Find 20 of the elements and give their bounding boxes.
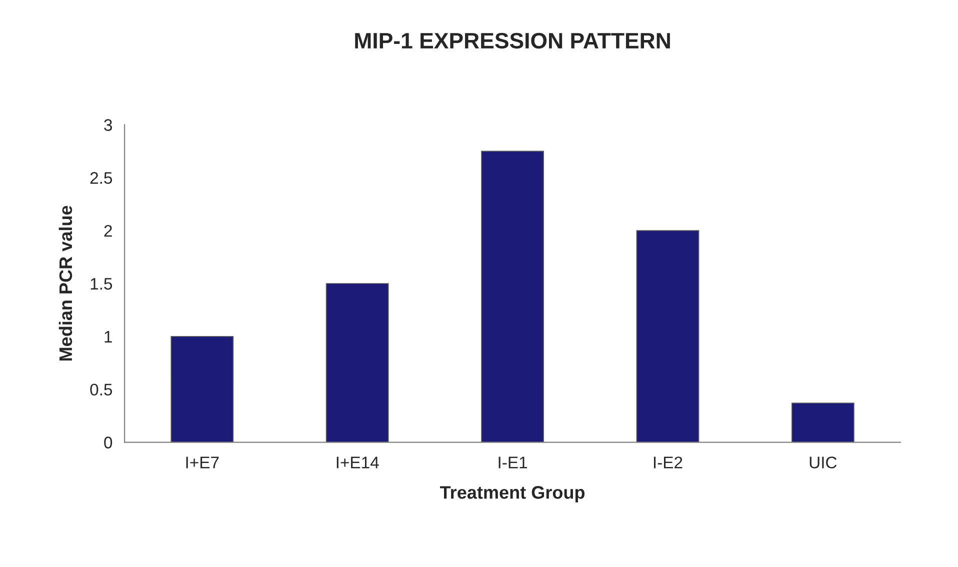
x-axis-title: Treatment Group	[440, 486, 585, 502]
x-tick-label: I-E1	[498, 456, 527, 468]
x-tick-label: UIC	[810, 456, 837, 468]
x-tick-label: I+E7	[186, 456, 219, 468]
bar	[170, 336, 234, 442]
bar	[636, 230, 700, 442]
y-tick-label: 2.5	[90, 172, 112, 184]
chart-title: MIP-1 EXPRESSION PATTERN	[355, 32, 670, 49]
bar	[481, 150, 544, 442]
x-tick-label: I+E14	[336, 456, 379, 468]
bar	[326, 283, 389, 442]
y-tick-label: 0	[104, 436, 112, 448]
y-tick-label: 0.5	[90, 384, 112, 396]
bar	[791, 402, 854, 442]
y-tick-label: 3	[104, 119, 112, 131]
y-tick-label: 2	[104, 224, 112, 237]
y-tick-label: 1.5	[90, 278, 112, 290]
x-tick-label: I-E2	[654, 456, 682, 468]
y-tick-label: 1	[104, 330, 112, 342]
y-axis-title: Median PCR value	[58, 206, 72, 361]
